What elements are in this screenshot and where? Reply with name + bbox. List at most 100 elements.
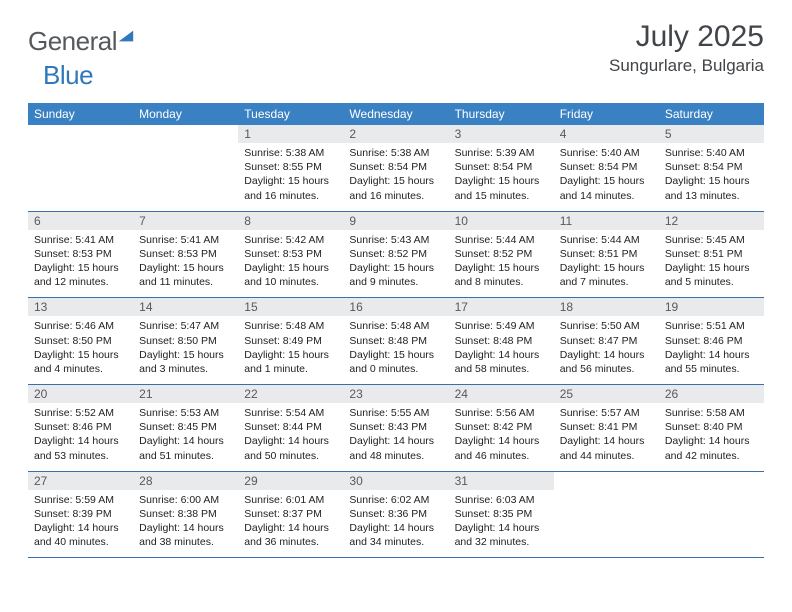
day-details: Sunrise: 5:39 AMSunset: 8:54 PMDaylight:… — [449, 143, 554, 211]
day-cell: 2Sunrise: 5:38 AMSunset: 8:54 PMDaylight… — [343, 125, 448, 211]
day-cell: 15Sunrise: 5:48 AMSunset: 8:49 PMDayligh… — [238, 298, 343, 385]
logo-triangle-icon — [117, 27, 135, 45]
day-cell: 12Sunrise: 5:45 AMSunset: 8:51 PMDayligh… — [659, 211, 764, 298]
day-details: Sunrise: 5:44 AMSunset: 8:51 PMDaylight:… — [554, 230, 659, 298]
day-number: 7 — [133, 212, 238, 230]
day-cell: 26Sunrise: 5:58 AMSunset: 8:40 PMDayligh… — [659, 385, 764, 472]
day-cell: 9Sunrise: 5:43 AMSunset: 8:52 PMDaylight… — [343, 211, 448, 298]
day-cell: 31Sunrise: 6:03 AMSunset: 8:35 PMDayligh… — [449, 471, 554, 558]
day-number: 26 — [659, 385, 764, 403]
weekday-header-row: SundayMondayTuesdayWednesdayThursdayFrid… — [28, 103, 764, 125]
day-details: Sunrise: 5:40 AMSunset: 8:54 PMDaylight:… — [554, 143, 659, 211]
day-number: 15 — [238, 298, 343, 316]
day-number: 19 — [659, 298, 764, 316]
day-cell: 20Sunrise: 5:52 AMSunset: 8:46 PMDayligh… — [28, 385, 133, 472]
day-cell: 3Sunrise: 5:39 AMSunset: 8:54 PMDaylight… — [449, 125, 554, 211]
day-number: 27 — [28, 472, 133, 490]
day-details: Sunrise: 5:42 AMSunset: 8:53 PMDaylight:… — [238, 230, 343, 298]
day-number: 23 — [343, 385, 448, 403]
day-details: Sunrise: 5:55 AMSunset: 8:43 PMDaylight:… — [343, 403, 448, 471]
day-cell: 17Sunrise: 5:49 AMSunset: 8:48 PMDayligh… — [449, 298, 554, 385]
day-details: Sunrise: 5:48 AMSunset: 8:49 PMDaylight:… — [238, 316, 343, 384]
weekday-header: Saturday — [659, 103, 764, 125]
day-details: Sunrise: 5:51 AMSunset: 8:46 PMDaylight:… — [659, 316, 764, 384]
day-cell: 22Sunrise: 5:54 AMSunset: 8:44 PMDayligh… — [238, 385, 343, 472]
day-number: 24 — [449, 385, 554, 403]
weekday-header: Monday — [133, 103, 238, 125]
day-cell: 25Sunrise: 5:57 AMSunset: 8:41 PMDayligh… — [554, 385, 659, 472]
day-cell: 18Sunrise: 5:50 AMSunset: 8:47 PMDayligh… — [554, 298, 659, 385]
calendar-body: 1Sunrise: 5:38 AMSunset: 8:55 PMDaylight… — [28, 125, 764, 558]
day-number: 29 — [238, 472, 343, 490]
logo-word1: General — [28, 26, 117, 57]
day-number: 3 — [449, 125, 554, 143]
day-details: Sunrise: 5:49 AMSunset: 8:48 PMDaylight:… — [449, 316, 554, 384]
day-cell: 27Sunrise: 5:59 AMSunset: 8:39 PMDayligh… — [28, 471, 133, 558]
day-number: 22 — [238, 385, 343, 403]
empty-cell — [659, 471, 764, 558]
day-number: 8 — [238, 212, 343, 230]
day-details: Sunrise: 5:57 AMSunset: 8:41 PMDaylight:… — [554, 403, 659, 471]
calendar-row: 1Sunrise: 5:38 AMSunset: 8:55 PMDaylight… — [28, 125, 764, 211]
day-cell: 29Sunrise: 6:01 AMSunset: 8:37 PMDayligh… — [238, 471, 343, 558]
day-cell: 13Sunrise: 5:46 AMSunset: 8:50 PMDayligh… — [28, 298, 133, 385]
weekday-header: Tuesday — [238, 103, 343, 125]
day-number: 14 — [133, 298, 238, 316]
calendar-row: 27Sunrise: 5:59 AMSunset: 8:39 PMDayligh… — [28, 471, 764, 558]
day-details: Sunrise: 6:02 AMSunset: 8:36 PMDaylight:… — [343, 490, 448, 558]
day-details: Sunrise: 5:52 AMSunset: 8:46 PMDaylight:… — [28, 403, 133, 471]
day-number: 21 — [133, 385, 238, 403]
weekday-header: Sunday — [28, 103, 133, 125]
day-number: 9 — [343, 212, 448, 230]
day-cell: 14Sunrise: 5:47 AMSunset: 8:50 PMDayligh… — [133, 298, 238, 385]
day-cell: 28Sunrise: 6:00 AMSunset: 8:38 PMDayligh… — [133, 471, 238, 558]
day-number: 4 — [554, 125, 659, 143]
day-details: Sunrise: 5:44 AMSunset: 8:52 PMDaylight:… — [449, 230, 554, 298]
day-details: Sunrise: 5:45 AMSunset: 8:51 PMDaylight:… — [659, 230, 764, 298]
day-number: 5 — [659, 125, 764, 143]
day-cell: 19Sunrise: 5:51 AMSunset: 8:46 PMDayligh… — [659, 298, 764, 385]
empty-cell — [133, 125, 238, 211]
day-details: Sunrise: 5:38 AMSunset: 8:55 PMDaylight:… — [238, 143, 343, 211]
calendar-row: 6Sunrise: 5:41 AMSunset: 8:53 PMDaylight… — [28, 211, 764, 298]
day-details: Sunrise: 5:56 AMSunset: 8:42 PMDaylight:… — [449, 403, 554, 471]
day-cell: 6Sunrise: 5:41 AMSunset: 8:53 PMDaylight… — [28, 211, 133, 298]
empty-cell — [554, 471, 659, 558]
day-number: 2 — [343, 125, 448, 143]
day-number: 11 — [554, 212, 659, 230]
day-number: 17 — [449, 298, 554, 316]
day-cell: 5Sunrise: 5:40 AMSunset: 8:54 PMDaylight… — [659, 125, 764, 211]
day-number: 12 — [659, 212, 764, 230]
day-number: 18 — [554, 298, 659, 316]
day-number: 13 — [28, 298, 133, 316]
weekday-header: Friday — [554, 103, 659, 125]
day-cell: 24Sunrise: 5:56 AMSunset: 8:42 PMDayligh… — [449, 385, 554, 472]
calendar-table: SundayMondayTuesdayWednesdayThursdayFrid… — [28, 103, 764, 558]
day-details: Sunrise: 6:03 AMSunset: 8:35 PMDaylight:… — [449, 490, 554, 558]
empty-cell — [28, 125, 133, 211]
day-number: 1 — [238, 125, 343, 143]
day-details: Sunrise: 5:41 AMSunset: 8:53 PMDaylight:… — [133, 230, 238, 298]
day-number: 10 — [449, 212, 554, 230]
day-details: Sunrise: 6:01 AMSunset: 8:37 PMDaylight:… — [238, 490, 343, 558]
day-cell: 1Sunrise: 5:38 AMSunset: 8:55 PMDaylight… — [238, 125, 343, 211]
day-cell: 4Sunrise: 5:40 AMSunset: 8:54 PMDaylight… — [554, 125, 659, 211]
day-details: Sunrise: 5:50 AMSunset: 8:47 PMDaylight:… — [554, 316, 659, 384]
day-details: Sunrise: 5:38 AMSunset: 8:54 PMDaylight:… — [343, 143, 448, 211]
day-details: Sunrise: 5:53 AMSunset: 8:45 PMDaylight:… — [133, 403, 238, 471]
day-details: Sunrise: 5:54 AMSunset: 8:44 PMDaylight:… — [238, 403, 343, 471]
day-cell: 8Sunrise: 5:42 AMSunset: 8:53 PMDaylight… — [238, 211, 343, 298]
day-number: 16 — [343, 298, 448, 316]
calendar-row: 20Sunrise: 5:52 AMSunset: 8:46 PMDayligh… — [28, 385, 764, 472]
day-details: Sunrise: 5:58 AMSunset: 8:40 PMDaylight:… — [659, 403, 764, 471]
day-number: 6 — [28, 212, 133, 230]
day-number: 20 — [28, 385, 133, 403]
weekday-header: Wednesday — [343, 103, 448, 125]
calendar-row: 13Sunrise: 5:46 AMSunset: 8:50 PMDayligh… — [28, 298, 764, 385]
day-cell: 23Sunrise: 5:55 AMSunset: 8:43 PMDayligh… — [343, 385, 448, 472]
month-title: July 2025 — [609, 20, 764, 54]
logo-word2: Blue — [43, 60, 93, 90]
day-details: Sunrise: 6:00 AMSunset: 8:38 PMDaylight:… — [133, 490, 238, 558]
logo: General — [28, 26, 137, 57]
day-number: 28 — [133, 472, 238, 490]
